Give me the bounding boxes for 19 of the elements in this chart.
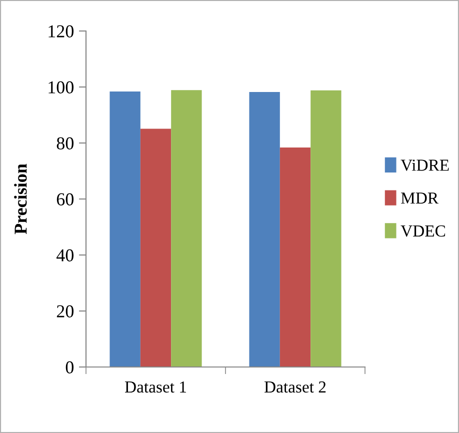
bar — [310, 90, 342, 367]
bar — [280, 147, 311, 367]
y-tick-label: 80 — [56, 137, 74, 150]
y-tick-label: 40 — [56, 249, 74, 262]
legend-label: VDEC — [400, 225, 446, 237]
legend-label: ViDRE — [400, 160, 449, 171]
y-tick-label: 100 — [48, 81, 74, 94]
legend-label: MDR — [401, 192, 439, 204]
y-axis-title: Precision — [14, 164, 27, 234]
bar — [249, 92, 280, 367]
y-tick-label: 120 — [48, 25, 74, 38]
bar — [171, 90, 202, 367]
x-tick-label: Dataset 1 — [124, 381, 186, 393]
x-tick-label: Dataset 2 — [264, 381, 326, 393]
y-tick-label: 20 — [56, 305, 74, 318]
y-tick-label: 60 — [56, 193, 74, 206]
bar — [110, 91, 140, 367]
y-tick-label: 0 — [66, 361, 74, 374]
bar — [140, 128, 172, 367]
